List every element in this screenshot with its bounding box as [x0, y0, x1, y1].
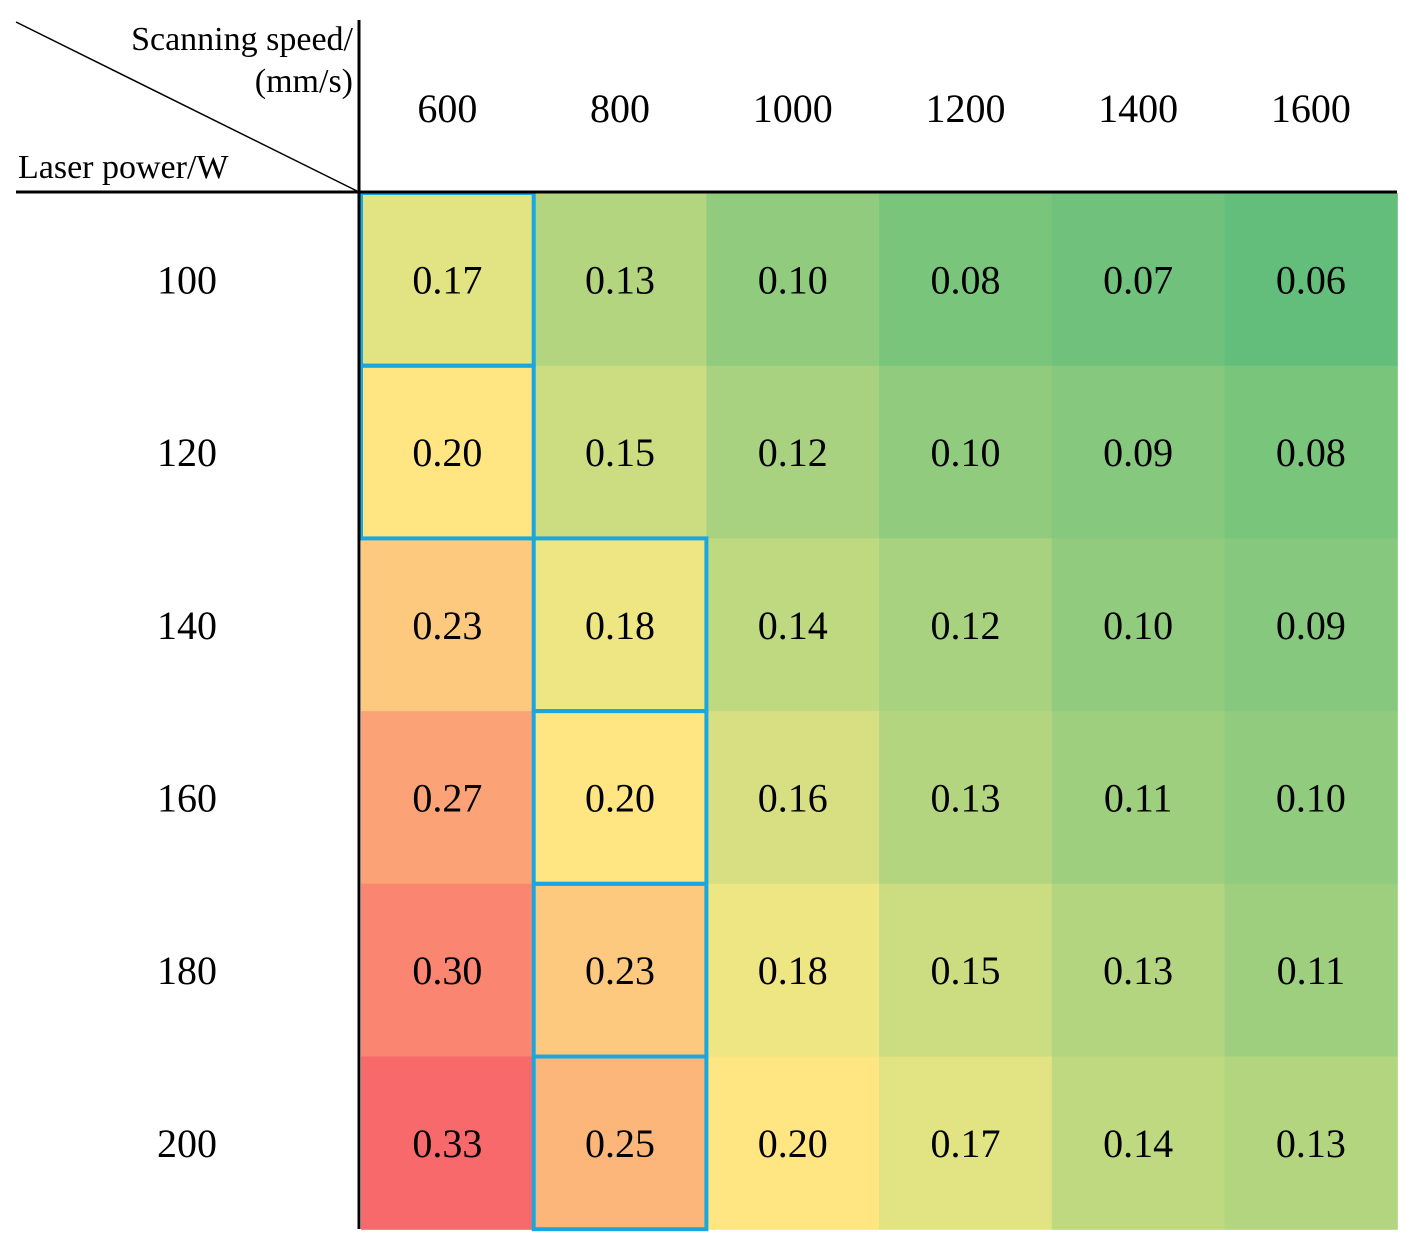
cell-value-label: 0.15: [585, 430, 655, 475]
column-label: 800: [590, 86, 650, 131]
cell-value-label: 0.11: [1104, 775, 1173, 820]
heatmap-cells: 0.17 0.13 0.10 0.08 0.07 0.06 0.20 0.15 0.12 0.10…: [361, 193, 1398, 1230]
cell-value-label: 0.12: [758, 430, 828, 475]
cell-value-label: 0.08: [1276, 430, 1346, 475]
cell-value-label: 0.10: [758, 257, 828, 302]
heatmap-cell: [1224, 193, 1398, 367]
heatmap-cell: [706, 883, 880, 1058]
cell-value-label: 0.09: [1103, 430, 1173, 475]
heatmap-cell: [1051, 538, 1226, 712]
row-label: 180: [157, 948, 217, 993]
cell-value-label: 0.14: [758, 603, 828, 648]
heatmap-cell: [1051, 193, 1226, 367]
col-header-label: Scanning speed/: [131, 21, 353, 58]
column-label: 600: [417, 86, 477, 131]
table-rules: [15, 20, 1397, 1229]
row-label: 120: [157, 430, 217, 475]
column-label: 1400: [1098, 86, 1178, 131]
heatmap-cell: [533, 711, 707, 885]
heatmap-cell: [879, 711, 1053, 885]
heatmap-cell: [361, 711, 535, 885]
cell-value-label: 0.11: [1277, 948, 1346, 993]
row-label: 100: [157, 257, 217, 302]
cell-value-label: 0.10: [1103, 603, 1173, 648]
heatmap-cell: [706, 193, 880, 367]
highlight-box: [359, 363, 536, 541]
corner-diagonal: [15, 21, 360, 193]
cell-value-label: 0.17: [412, 257, 482, 302]
cell-value-label: 0.14: [1103, 1121, 1173, 1166]
heatmap-cell: [533, 1056, 707, 1230]
heatmap-cell: [361, 538, 535, 712]
heatmap-cell: [1051, 365, 1226, 539]
cell-value-label: 0.10: [930, 430, 1000, 475]
heatmap-cell: [706, 711, 880, 885]
row-label: 200: [157, 1121, 217, 1166]
cell-value-label: 0.27: [412, 775, 482, 820]
heatmap-cell: [533, 538, 707, 712]
heatmap-cell: [533, 883, 707, 1058]
heatmap-cell: [706, 365, 880, 539]
cell-value-label: 0.09: [1276, 603, 1346, 648]
cell-value-label: 0.13: [585, 257, 655, 302]
heatmap-cell: [1224, 365, 1398, 539]
cell-value-label: 0.13: [930, 775, 1000, 820]
cell-value-label: 0.33: [412, 1121, 482, 1166]
cell-value-label: 0.20: [758, 1121, 828, 1166]
heatmap-cell: [361, 193, 535, 367]
cell-value-label: 0.08: [930, 257, 1000, 302]
heatmap-cell: [1051, 711, 1226, 885]
cell-value-label: 0.12: [930, 603, 1000, 648]
heatmap-cell: [1051, 1056, 1226, 1230]
column-labels: 600 800 1000 1200 1400 1600: [417, 86, 1351, 131]
row-labels: 100 120 140 160 180 200: [157, 257, 217, 1166]
cell-value-label: 0.10: [1276, 775, 1346, 820]
cell-value-label: 0.23: [412, 603, 482, 648]
cell-value-label: 0.18: [758, 948, 828, 993]
row-label: 140: [157, 603, 217, 648]
heatmap-cell: [706, 1056, 880, 1230]
cell-value-label: 0.18: [585, 603, 655, 648]
heatmap-cell: [533, 365, 707, 539]
cell-value-label: 0.13: [1103, 948, 1173, 993]
cell-value-label: 0.15: [930, 948, 1000, 993]
heatmap-cell: [879, 1056, 1053, 1230]
row-label: 160: [157, 775, 217, 820]
heatmap-cell: [361, 1056, 535, 1230]
highlight-box: [531, 1054, 709, 1232]
heatmap-cell: [533, 193, 707, 367]
heatmap-cell: [879, 365, 1053, 539]
heatmap-cell: [879, 538, 1053, 712]
heatmap-cell: [879, 883, 1053, 1058]
cell-value-label: 0.16: [758, 775, 828, 820]
cell-value-label: 0.20: [585, 775, 655, 820]
heatmap-cell: [1224, 711, 1398, 885]
heatmap-cell: [1051, 883, 1226, 1058]
corner-header: Scanning speed/ (mm/s) Laser power/W: [18, 21, 354, 186]
heatmap-cell: [361, 365, 535, 539]
heatmap-cell: [706, 538, 880, 712]
cell-value-label: 0.23: [585, 948, 655, 993]
cell-value-label: 0.07: [1103, 257, 1173, 302]
column-label: 1200: [925, 86, 1005, 131]
cell-value-label: 0.06: [1276, 257, 1346, 302]
cell-value-label: 0.25: [585, 1121, 655, 1166]
col-header-unit: (mm/s): [255, 63, 353, 100]
heatmap-cell: [1224, 883, 1398, 1058]
cell-value-label: 0.20: [412, 430, 482, 475]
heatmap-cell: [1224, 538, 1398, 712]
row-header-label: Laser power/W: [18, 149, 229, 186]
heatmap-cell: [361, 883, 535, 1058]
column-label: 1600: [1271, 86, 1351, 131]
cell-value-label: 0.30: [412, 948, 482, 993]
heatmap-cell: [1224, 1056, 1398, 1230]
heatmap-cell: [879, 193, 1053, 367]
cell-value-label: 0.13: [1276, 1121, 1346, 1166]
column-label: 1000: [753, 86, 833, 131]
cell-value-label: 0.17: [930, 1121, 1000, 1166]
